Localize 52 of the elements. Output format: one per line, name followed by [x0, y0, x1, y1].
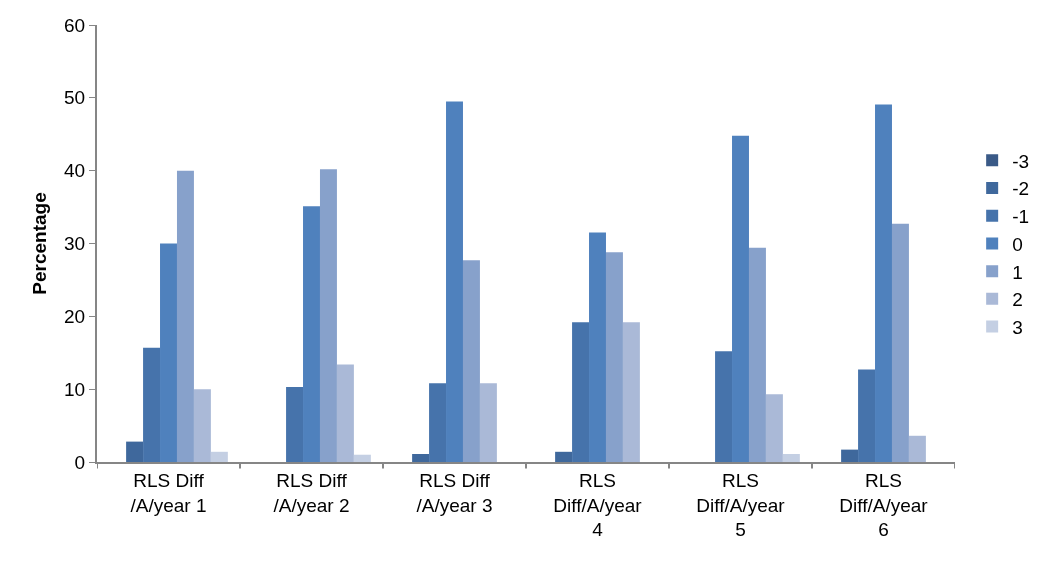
x-tick-label: RLS Diff /A/year 1	[130, 469, 207, 516]
x-tick-label: RLS Diff /A/year 2	[273, 469, 350, 516]
y-tick-label: 20	[64, 305, 86, 327]
legend-label: 2	[1012, 289, 1023, 311]
bar	[126, 441, 144, 462]
bar	[891, 223, 909, 462]
bar	[715, 351, 733, 462]
bar	[176, 170, 194, 462]
bar	[143, 347, 161, 462]
bar	[555, 451, 573, 462]
bar	[572, 322, 590, 462]
bar	[319, 169, 337, 462]
legend-label: -2	[1012, 178, 1030, 200]
y-tick-label: 30	[64, 233, 86, 255]
legend-label: 1	[1012, 261, 1023, 283]
legend-label: -3	[1012, 150, 1030, 172]
bar	[446, 101, 463, 462]
legend-label: 3	[1012, 316, 1023, 338]
legend-label: 0	[1012, 233, 1023, 255]
bar	[748, 247, 766, 462]
bar	[875, 104, 892, 462]
bar	[193, 389, 211, 462]
legend-label: -1	[1012, 206, 1030, 228]
bar	[303, 206, 320, 462]
bar	[858, 369, 876, 462]
bar	[765, 394, 783, 462]
bar	[336, 364, 354, 462]
y-tick-label: 60	[64, 14, 86, 36]
bar	[622, 322, 640, 462]
y-tick-label: 40	[64, 160, 86, 182]
bar	[908, 435, 926, 462]
bar	[479, 383, 497, 462]
bar	[286, 386, 304, 462]
bar	[429, 383, 447, 462]
bar	[353, 454, 371, 462]
y-axis-title: Percentage	[29, 192, 51, 295]
bar	[841, 449, 859, 462]
bar	[462, 260, 480, 462]
bar	[782, 453, 800, 462]
x-tick-label: RLS Diff/A/year 5	[696, 469, 786, 541]
y-tick-label: 0	[74, 451, 86, 473]
bar	[160, 243, 177, 462]
bar	[589, 232, 606, 462]
y-tick-label: 10	[64, 378, 86, 400]
bar	[210, 451, 228, 462]
bar	[412, 453, 430, 462]
x-tick-label: RLS Diff/A/year 4	[553, 469, 643, 541]
y-tick-label: 50	[64, 87, 86, 109]
bar	[605, 252, 623, 462]
x-tick-label: RLS Diff /A/year 3	[416, 469, 493, 516]
x-tick-label: RLS Diff/A/year 6	[839, 469, 929, 541]
bar	[732, 135, 749, 462]
